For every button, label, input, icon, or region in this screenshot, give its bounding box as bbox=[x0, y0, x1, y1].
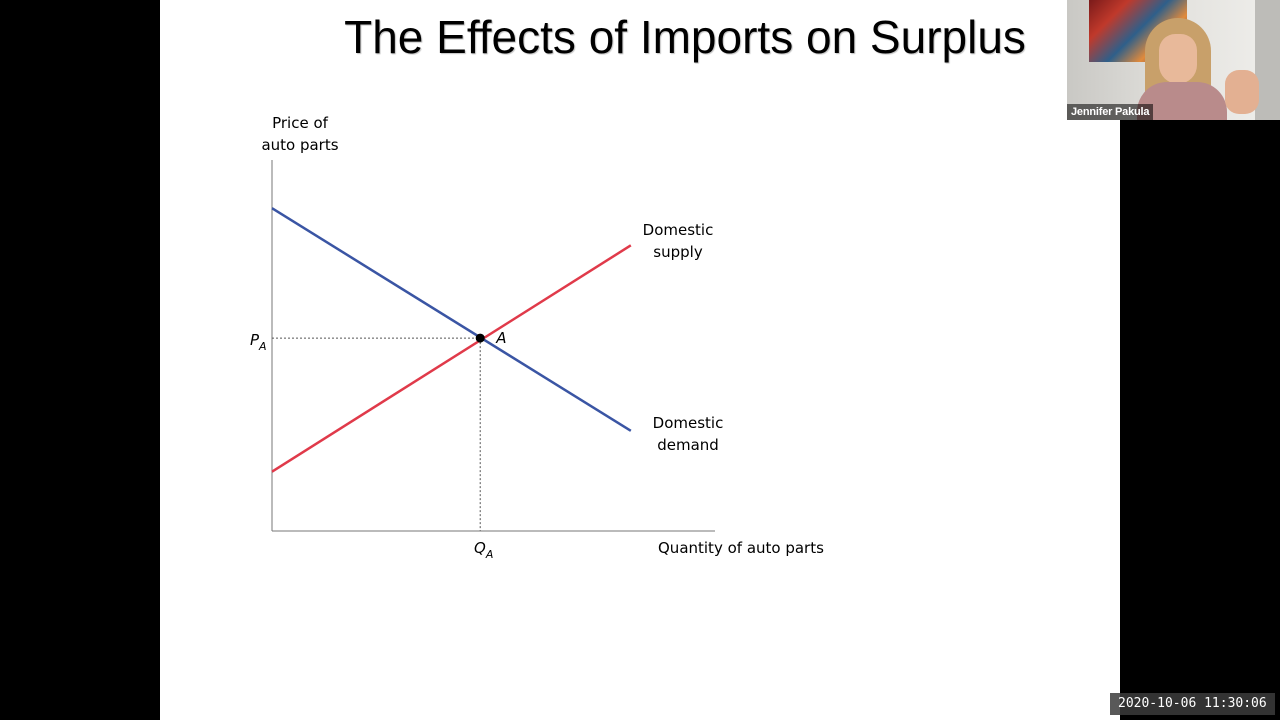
domestic-demand-line bbox=[271, 207, 632, 432]
quantity-tick-main: Q bbox=[474, 539, 486, 557]
webcam-door bbox=[1255, 0, 1280, 120]
x-axis-label: Quantity of auto parts bbox=[658, 539, 824, 557]
supply-label-line2: supply bbox=[653, 243, 703, 261]
presentation-slide: The Effects of Imports on Surplus Price … bbox=[160, 0, 1120, 720]
price-tick-subscript: A bbox=[258, 340, 267, 353]
demand-label-line1: Domestic bbox=[653, 414, 724, 432]
quantity-tick-label: QA bbox=[474, 539, 493, 561]
webcam-person-hand bbox=[1225, 70, 1259, 114]
webcam-video-tile[interactable]: Jennifer Pakula bbox=[1067, 0, 1280, 120]
webcam-person-face bbox=[1159, 34, 1197, 84]
slide-title: The Effects of Imports on Surplus bbox=[344, 11, 1026, 63]
price-tick-main: P bbox=[250, 331, 260, 349]
demand-label-line2: demand bbox=[657, 436, 719, 454]
quantity-tick-subscript: A bbox=[485, 548, 494, 561]
price-tick-label: PA bbox=[250, 331, 267, 353]
domestic-supply-line bbox=[271, 244, 632, 473]
y-axis-label-line2: auto parts bbox=[261, 136, 338, 154]
y-axis-label-line1: Price of bbox=[272, 114, 329, 132]
supply-demand-chart: Price of auto parts Quantity of auto par… bbox=[250, 114, 824, 561]
supply-label-line1: Domestic bbox=[643, 221, 714, 239]
equilibrium-point bbox=[475, 333, 485, 343]
equilibrium-label: A bbox=[495, 329, 506, 347]
recording-timestamp: 2020-10-06 11:30:06 bbox=[1110, 693, 1275, 715]
participant-name-tag: Jennifer Pakula bbox=[1067, 104, 1154, 120]
